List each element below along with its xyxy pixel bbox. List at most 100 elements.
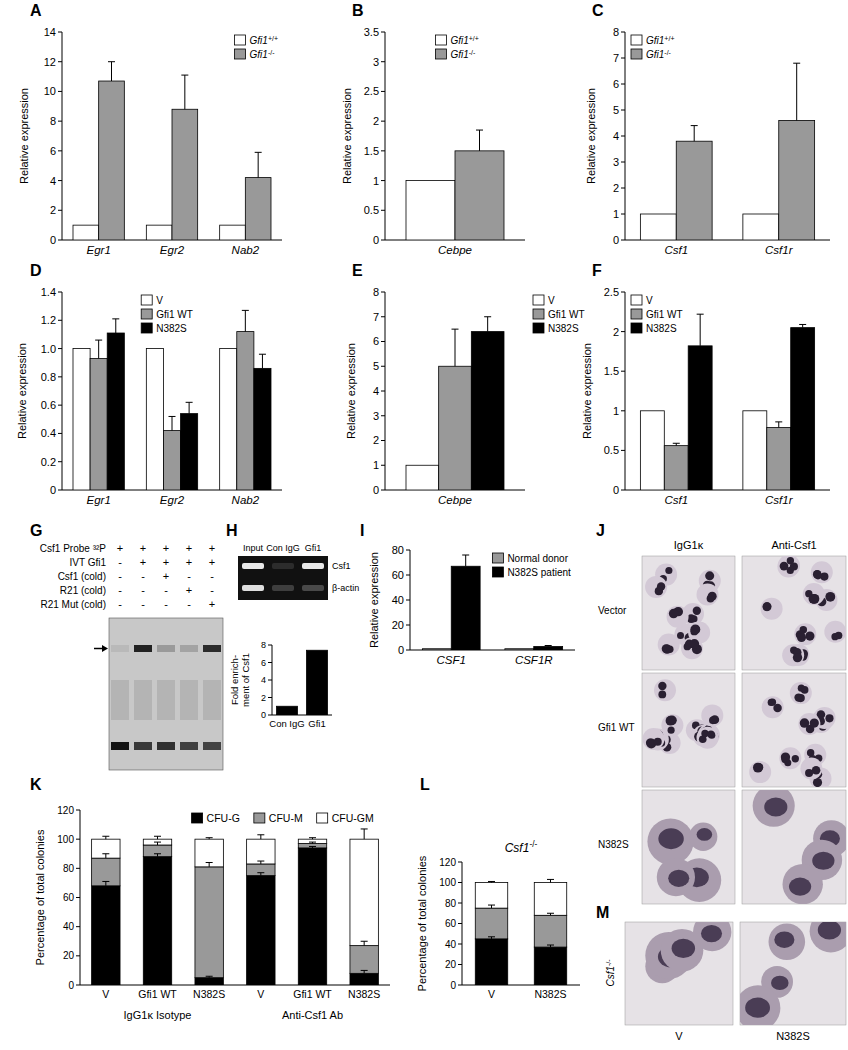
x-tick-label: Csf1r xyxy=(765,494,794,506)
y-axis-label: Fold enrich- xyxy=(229,655,240,705)
figure: A02468101214Egr1Egr2Nab2Relative express… xyxy=(0,0,848,1050)
nucleus-lobe xyxy=(780,562,789,571)
y-axis xyxy=(385,32,386,240)
y-tick-label: 2 xyxy=(613,182,619,194)
micrograph xyxy=(742,555,846,670)
sign: - xyxy=(141,570,145,582)
y-tick-label: 3.5 xyxy=(364,26,379,38)
y-tick xyxy=(58,61,62,62)
nucleus xyxy=(697,828,713,841)
cell xyxy=(681,637,703,659)
nucleus-lobe xyxy=(790,562,798,570)
error-cap xyxy=(206,976,213,977)
micrograph xyxy=(625,913,733,1025)
sign: + xyxy=(186,584,192,596)
label-part: Gfi1 xyxy=(646,49,664,60)
y-axis xyxy=(462,862,463,985)
nucleus-lobe xyxy=(657,582,665,590)
sign: - xyxy=(118,584,122,596)
x-tick-label: Egr2 xyxy=(160,244,185,256)
cell xyxy=(693,922,731,951)
gel-band xyxy=(272,585,294,591)
error-cap xyxy=(102,836,109,837)
y-tick-label: 0.5 xyxy=(364,204,379,216)
band-label: β-actin xyxy=(332,583,359,593)
x-axis xyxy=(80,985,390,986)
legend-swatch xyxy=(192,813,203,823)
error-line xyxy=(111,62,112,81)
y-tick-label: 2 xyxy=(50,204,56,216)
y-tick-label: 2.5 xyxy=(604,286,619,298)
micrograph-bg xyxy=(742,673,846,787)
y-tick-label: 0 xyxy=(398,644,404,656)
y-tick xyxy=(268,680,272,681)
error-bar xyxy=(775,422,782,428)
y-tick xyxy=(406,550,410,551)
x-tick-label: V xyxy=(102,988,109,1000)
error-line xyxy=(184,75,185,109)
bar xyxy=(107,333,124,490)
bar xyxy=(471,332,504,490)
y-tick-label: 60 xyxy=(445,918,457,929)
panel-letter: I xyxy=(360,522,364,539)
row-label: Csf1-/- xyxy=(605,959,617,987)
y-tick xyxy=(406,650,410,651)
bar xyxy=(406,181,455,240)
y-tick xyxy=(268,697,272,698)
y-tick-label: 0 xyxy=(50,484,56,496)
legend: Gfi1+/+Gfi1-/- xyxy=(435,35,478,61)
row-label: R21 (cold) xyxy=(60,585,106,596)
error-cap xyxy=(181,75,188,76)
bar xyxy=(791,328,815,490)
y-tick-label: 0 xyxy=(50,234,56,246)
row-label: N382S xyxy=(598,839,629,850)
y-tick-label: 80 xyxy=(392,544,404,556)
y-tick xyxy=(406,625,410,626)
error-bar xyxy=(673,443,680,445)
cells xyxy=(642,679,723,754)
legend-label: V xyxy=(156,295,163,306)
y-tick xyxy=(621,410,625,411)
sign: + xyxy=(117,542,123,554)
group-label: IgG1κ Isotype xyxy=(124,1009,192,1021)
y-axis-label: Relative expression xyxy=(341,88,353,184)
error-cap xyxy=(547,913,554,914)
error-cap xyxy=(257,872,264,873)
y-tick xyxy=(621,162,625,163)
chart: F00.511.522.5Csf1Csf1rRelative expressio… xyxy=(581,262,830,506)
error-cap xyxy=(154,853,161,854)
sign: + xyxy=(209,556,215,568)
error-bar xyxy=(309,846,316,847)
sign: + xyxy=(163,556,169,568)
y-tick xyxy=(458,944,462,945)
y-tick xyxy=(621,58,625,59)
legend-swatch xyxy=(533,323,544,333)
bar xyxy=(640,411,664,490)
legend-swatch xyxy=(492,553,503,563)
error-bar xyxy=(102,836,109,839)
error-line xyxy=(487,317,488,332)
y-tick xyxy=(58,121,62,122)
y-tick xyxy=(58,91,62,92)
cell xyxy=(740,985,780,1025)
gel-band xyxy=(111,645,129,652)
legend-label: V xyxy=(548,295,555,306)
y-axis-label: Percentage of total colonies xyxy=(34,829,46,965)
legend-label: V xyxy=(646,295,653,306)
y-axis-label: Relative expression xyxy=(16,343,28,439)
cells xyxy=(740,922,846,1025)
arrow-head xyxy=(102,645,108,652)
nucleus-lobe xyxy=(763,603,771,611)
nucleus-lobe xyxy=(762,602,771,611)
x-tick-label: V xyxy=(488,988,495,1000)
cell xyxy=(701,704,723,726)
error-bar xyxy=(361,941,368,945)
y-tick-label: 10 xyxy=(44,85,56,97)
micrograph-bg xyxy=(625,922,733,1025)
nucleus-lobe xyxy=(685,640,694,649)
cell xyxy=(697,727,719,749)
y-tick-label: 20 xyxy=(392,619,404,631)
chart: K020406080100120VGfi1 WTN382SVGfi1 WTN38… xyxy=(30,776,390,1021)
y-tick-label: 4 xyxy=(373,385,379,397)
y-tick xyxy=(76,868,80,869)
